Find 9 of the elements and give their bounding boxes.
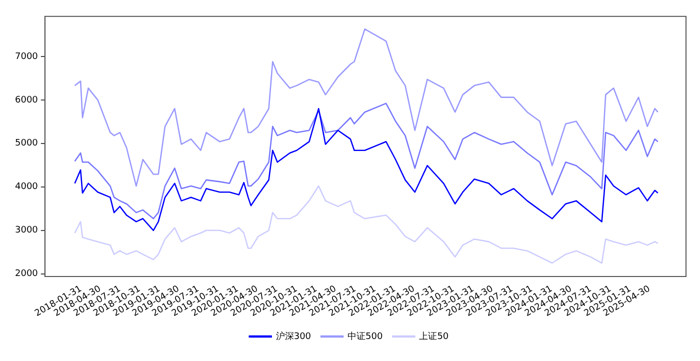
- y-tick-label: 2000: [15, 269, 38, 280]
- legend-label: 中证500: [348, 330, 383, 342]
- legend-label: 上证50: [419, 330, 449, 342]
- y-tick-label: 6000: [15, 95, 38, 106]
- y-tick-label: 5000: [15, 138, 38, 149]
- y-tick-label: 7000: [15, 52, 38, 62]
- y-tick-label: 3000: [15, 226, 38, 236]
- legend-label: 沪深300: [276, 330, 312, 342]
- y-tick-label: 4000: [15, 182, 38, 192]
